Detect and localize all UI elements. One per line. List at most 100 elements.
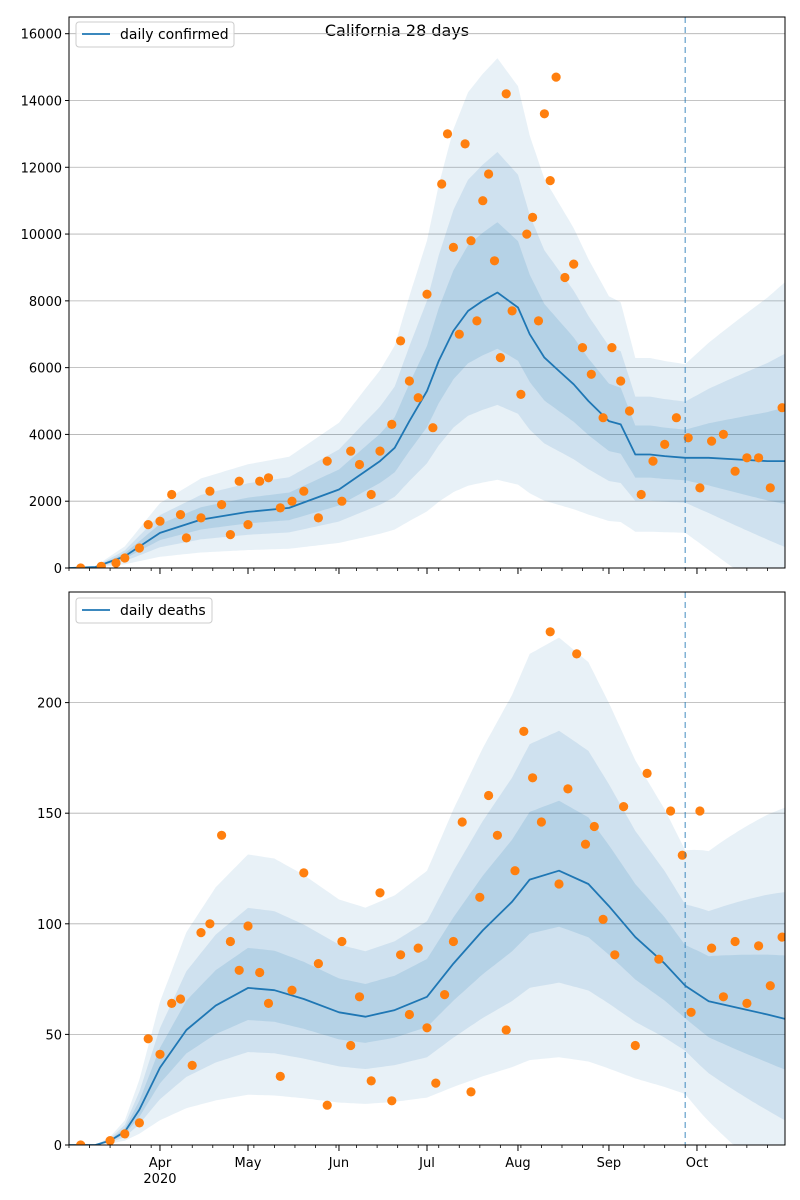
deaths-point [120,1129,130,1139]
confirmed-axes: 0 2000 4000 6000 8000 10000 12000 14000 16000 da… [21,16,786,577]
confirmed-point [560,272,570,283]
confirmed-y-ticks: 0 2000 4000 6000 8000 10000 12000 14000 16000 [21,28,69,577]
deaths-point [396,950,406,960]
deaths-point [143,1034,153,1044]
confirmed-y-tick-label: 12000 [21,161,62,176]
confirmed-point [507,306,517,316]
confirmed-y-tick-label: 14000 [21,94,62,109]
deaths-point [666,806,676,816]
confirmed-y-tick-label: 10000 [21,228,62,243]
confirmed-point [234,476,244,486]
confirmed-point [263,473,274,483]
confirmed-point [322,456,332,466]
deaths-point [545,627,555,637]
confirmed-y-tick-label: 2000 [29,495,62,510]
confirmed-band-3 [69,222,785,568]
confirmed-point [428,423,438,433]
deaths-point [366,1076,376,1086]
deaths-line [69,869,785,1145]
confirmed-point [354,459,365,470]
confirmed-point [754,453,764,463]
deaths-point [440,990,450,1000]
confirmed-point [387,419,397,429]
confirmed-point [460,139,470,149]
deaths-x-tick-label: Jun [328,1156,349,1171]
confirmed-legend-label: daily confirmed [120,27,229,43]
confirmed-point [545,176,555,186]
confirmed-scatter-series [76,72,785,568]
deaths-point [217,830,227,840]
confirmed-point [598,413,608,423]
deaths-y-tick-label: 50 [45,1028,62,1043]
confirmed-point [539,109,550,119]
confirmed-point [454,329,464,339]
chart-title: California 28 days [325,21,469,40]
deaths-band-3 [69,800,785,1145]
deaths-x-tick-label: Sep [597,1156,622,1171]
confirmed-point [76,563,86,568]
confirmed-point [695,483,705,493]
deaths-point [510,866,520,876]
confirmed-point [551,72,561,82]
deaths-point [484,790,494,801]
deaths-legend: daily deaths [75,597,213,624]
confirmed-point [586,369,596,379]
confirmed-line [69,291,785,568]
confirmed-point [217,500,227,510]
deaths-point [754,941,764,951]
deaths-point [619,802,629,812]
deaths-point [187,1060,197,1070]
confirmed-point [120,553,130,563]
deaths-scatter-series [76,627,785,1145]
deaths-point [404,1009,414,1020]
deaths-point [422,1023,432,1033]
confirmed-point [765,483,775,493]
deaths-legend-box [75,597,213,624]
deaths-point [630,1040,640,1051]
confirmed-point [624,406,635,416]
deaths-point [501,1025,511,1035]
confirmed-point [255,476,265,486]
deaths-point [718,992,729,1002]
confirmed-point [134,543,144,553]
confirmed-point [607,343,617,353]
confirmed-point [111,558,121,568]
deaths-point [354,992,365,1002]
confirmed-point [777,403,785,413]
deaths-point [431,1078,441,1088]
deaths-x-ticks: Apr 2020 May Jun Jul Aug Sep Oct [68,1145,768,1187]
confirmed-point [577,343,588,353]
confirmed-point [478,196,488,206]
deaths-point [387,1096,397,1106]
deaths-point [243,921,253,931]
deaths-band-1 [69,637,785,1145]
deaths-point [275,1071,285,1081]
confirmed-point [533,316,544,326]
deaths-point [76,1140,86,1145]
confirmed-point [375,446,385,456]
confirmed-y-tick-label: 0 [54,562,62,577]
deaths-point [346,1040,356,1051]
deaths-point [337,936,347,947]
confirmed-point [396,336,406,346]
deaths-line-series [69,869,785,1145]
confirmed-point [287,496,297,506]
confirmed-point [413,393,423,403]
confirmed-point [275,503,285,513]
deaths-y-tick-label: 100 [37,918,62,933]
confirmed-line-series [69,291,785,568]
confirmed-point [167,489,177,500]
confirmed-point [484,169,494,179]
confirmed-x-ticks [68,568,768,574]
deaths-point [492,830,502,840]
deaths-gridlines [69,702,785,1146]
deaths-point [167,998,177,1009]
deaths-legend-label: daily deaths [120,603,206,619]
deaths-point [299,868,309,878]
deaths-point [196,928,206,938]
confirmed-point [337,496,347,506]
deaths-point [536,817,547,827]
deaths-point [580,839,591,849]
deaths-point [134,1118,144,1128]
deaths-uncertainty-bands [69,637,785,1145]
